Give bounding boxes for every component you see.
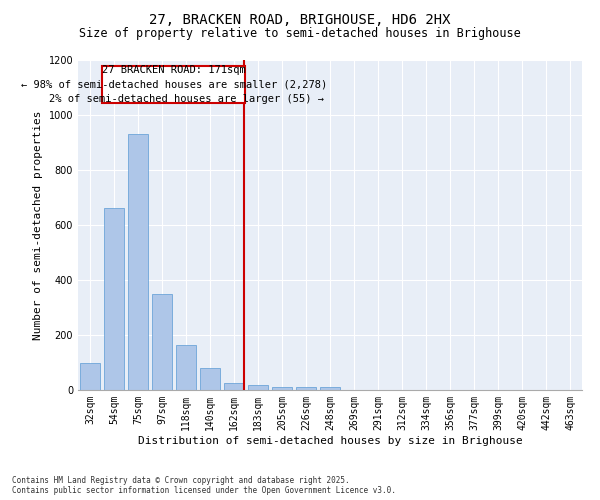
Text: Size of property relative to semi-detached houses in Brighouse: Size of property relative to semi-detach… <box>79 28 521 40</box>
Bar <box>296 387 316 390</box>
X-axis label: Distribution of semi-detached houses by size in Brighouse: Distribution of semi-detached houses by … <box>137 436 523 446</box>
Text: 27 BRACKEN ROAD: 171sqm
← 98% of semi-detached houses are smaller (2,278)
    2%: 27 BRACKEN ROAD: 171sqm ← 98% of semi-de… <box>20 64 327 104</box>
Text: 27, BRACKEN ROAD, BRIGHOUSE, HD6 2HX: 27, BRACKEN ROAD, BRIGHOUSE, HD6 2HX <box>149 12 451 26</box>
Bar <box>224 383 244 390</box>
Bar <box>176 344 196 390</box>
Bar <box>128 134 148 390</box>
Text: Contains HM Land Registry data © Crown copyright and database right 2025.
Contai: Contains HM Land Registry data © Crown c… <box>12 476 396 495</box>
Bar <box>200 368 220 390</box>
Bar <box>80 362 100 390</box>
Bar <box>272 386 292 390</box>
Y-axis label: Number of semi-detached properties: Number of semi-detached properties <box>33 110 43 340</box>
Bar <box>104 208 124 390</box>
Bar <box>152 294 172 390</box>
FancyBboxPatch shape <box>102 66 245 102</box>
Bar <box>248 384 268 390</box>
Bar <box>320 387 340 390</box>
